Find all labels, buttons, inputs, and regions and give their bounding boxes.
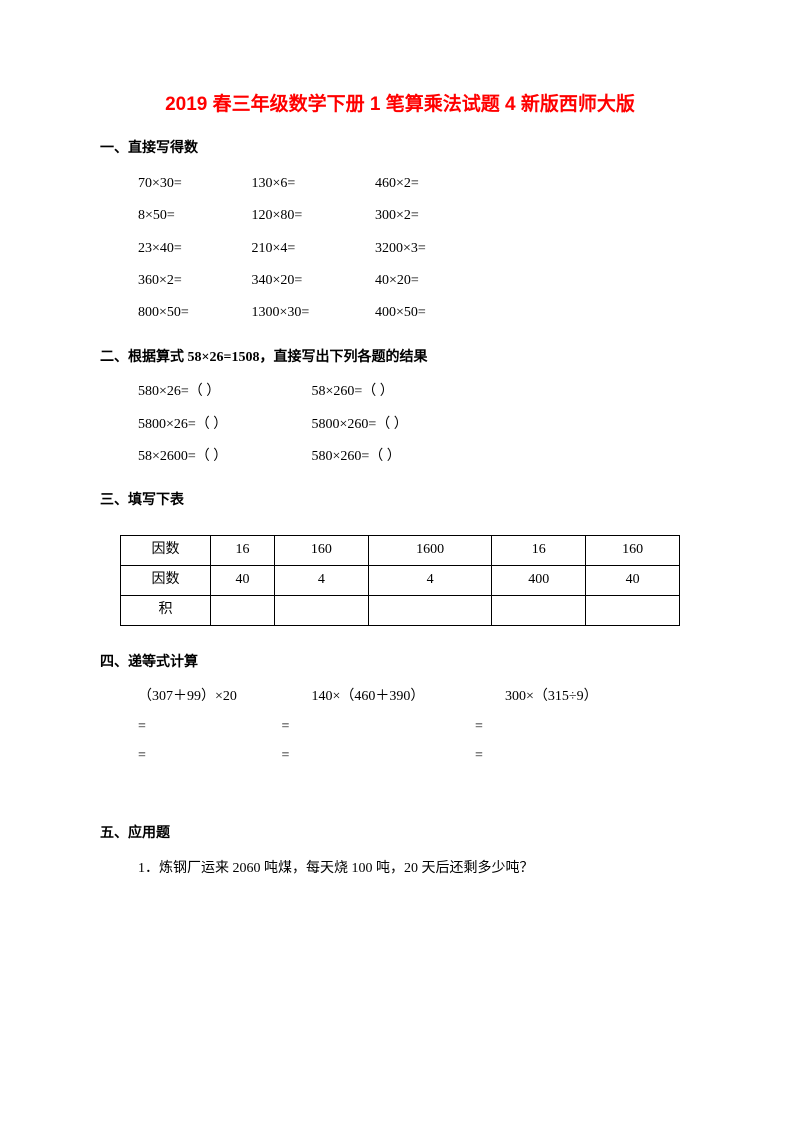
calc-cell: 400×50=: [375, 302, 495, 324]
table-cell: 积: [121, 595, 211, 625]
table-cell: 40: [211, 565, 275, 595]
factor-table: 因数 16 160 1600 16 160 因数 40 4 4 400 40 积: [120, 535, 680, 626]
calc-cell: 40×20=: [375, 270, 495, 292]
table-cell: [274, 595, 368, 625]
eq-cell: =: [282, 745, 472, 767]
section-3-head: 三、填写下表: [100, 490, 700, 512]
table-cell: 16: [492, 535, 586, 565]
section-2-head: 二、根据算式 58×26=1508，直接写出下列各题的结果: [100, 347, 700, 369]
calc-cell: 300×2=: [375, 205, 495, 227]
calc-row: 23×40= 210×4= 3200×3=: [138, 238, 700, 260]
table-cell: 1600: [368, 535, 492, 565]
deriv-row: 580×26=（ ） 58×260=（ ）: [138, 381, 700, 403]
table-cell: [368, 595, 492, 625]
table-row: 积: [121, 595, 680, 625]
eq-cell: =: [138, 716, 278, 738]
calc-cell: 8×50=: [138, 205, 248, 227]
section-4-head: 四、递等式计算: [100, 652, 700, 674]
deriv-row: 5800×26=（ ） 5800×260=（ ）: [138, 414, 700, 436]
table-cell: [586, 595, 680, 625]
page-title: 2019 春三年级数学下册 1 笔算乘法试题 4 新版西师大版: [100, 90, 700, 120]
expr-row: （307＋99）×20 140×（460＋390） 300×（315÷9）: [100, 686, 700, 708]
calc-cell: 70×30=: [138, 173, 248, 195]
table-row: 因数 16 160 1600 16 160: [121, 535, 680, 565]
table-cell: [211, 595, 275, 625]
deriv-row: 58×2600=（ ） 580×260=（ ）: [138, 446, 700, 468]
eq-cell: =: [475, 716, 483, 738]
eq-cell: =: [138, 745, 278, 767]
deriv-cell: 58×260=（ ）: [312, 381, 394, 403]
expr-cell: （307＋99）×20: [138, 686, 308, 708]
calc-row: 800×50= 1300×30= 400×50=: [138, 302, 700, 324]
eq-cell: =: [282, 716, 472, 738]
table-row: 因数 40 4 4 400 40: [121, 565, 680, 595]
calc-cell: 340×20=: [252, 270, 372, 292]
deriv-cell: 5800×260=（ ）: [312, 414, 408, 436]
section-1-body: 70×30= 130×6= 460×2= 8×50= 120×80= 300×2…: [100, 173, 700, 325]
table-cell: 4: [368, 565, 492, 595]
section-1-head: 一、直接写得数: [100, 138, 700, 160]
calc-cell: 23×40=: [138, 238, 248, 260]
table-cell: [492, 595, 586, 625]
calc-cell: 360×2=: [138, 270, 248, 292]
deriv-cell: 58×2600=（ ）: [138, 446, 308, 468]
table-cell: 400: [492, 565, 586, 595]
deriv-cell: 580×26=（ ）: [138, 381, 308, 403]
expr-cell: 300×（315÷9）: [505, 686, 598, 708]
calc-cell: 3200×3=: [375, 238, 495, 260]
calc-row: 70×30= 130×6= 460×2=: [138, 173, 700, 195]
table-cell: 16: [211, 535, 275, 565]
calc-row: 8×50= 120×80= 300×2=: [138, 205, 700, 227]
word-problem: 1．炼钢厂运来 2060 吨煤，每天烧 100 吨，20 天后还剩多少吨？: [138, 858, 700, 880]
eq-row: = = =: [100, 745, 700, 767]
section-5-body: 1．炼钢厂运来 2060 吨煤，每天烧 100 吨，20 天后还剩多少吨？: [100, 858, 700, 880]
calc-cell: 800×50=: [138, 302, 248, 324]
calc-cell: 120×80=: [252, 205, 372, 227]
calc-cell: 130×6=: [252, 173, 372, 195]
table-cell: 因数: [121, 565, 211, 595]
table-cell: 160: [274, 535, 368, 565]
table-cell: 4: [274, 565, 368, 595]
table-cell: 160: [586, 535, 680, 565]
calc-row: 360×2= 340×20= 40×20=: [138, 270, 700, 292]
eq-cell: =: [475, 745, 483, 767]
table-cell: 40: [586, 565, 680, 595]
deriv-cell: 5800×26=（ ）: [138, 414, 308, 436]
section-5-head: 五、应用题: [100, 823, 700, 845]
calc-cell: 1300×30=: [252, 302, 372, 324]
section-2-body: 580×26=（ ） 58×260=（ ） 5800×26=（ ） 5800×2…: [100, 381, 700, 468]
expr-cell: 140×（460＋390）: [312, 686, 502, 708]
table-cell: 因数: [121, 535, 211, 565]
calc-cell: 460×2=: [375, 173, 495, 195]
deriv-cell: 580×260=（ ）: [312, 446, 401, 468]
calc-cell: 210×4=: [252, 238, 372, 260]
eq-row: = = =: [100, 716, 700, 738]
